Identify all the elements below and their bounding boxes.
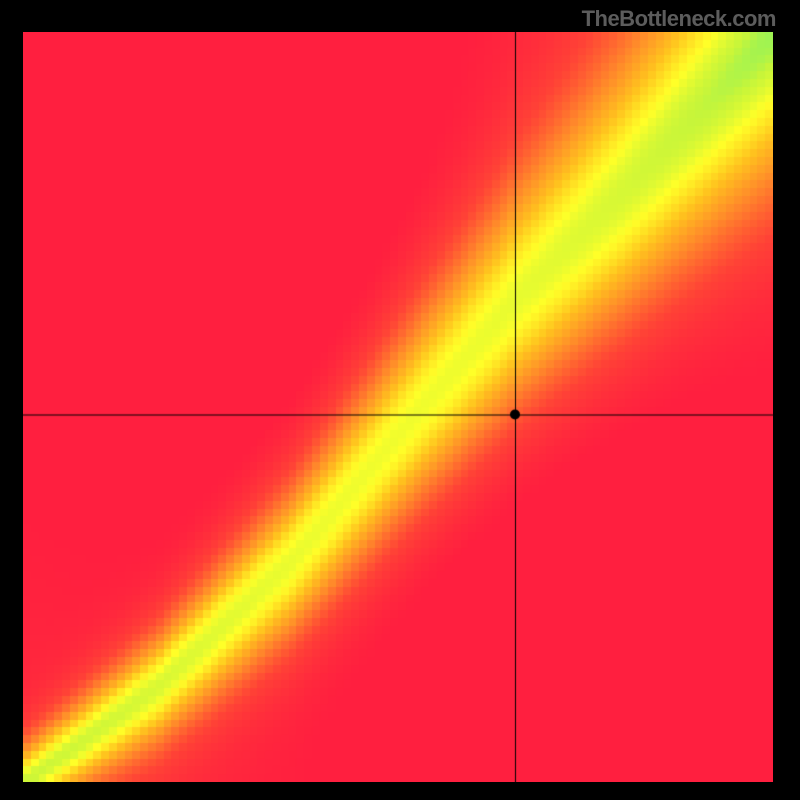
watermark-text: TheBottleneck.com: [582, 6, 776, 32]
bottleneck-heatmap: [23, 32, 773, 782]
root-container: TheBottleneck.com: [0, 0, 800, 800]
